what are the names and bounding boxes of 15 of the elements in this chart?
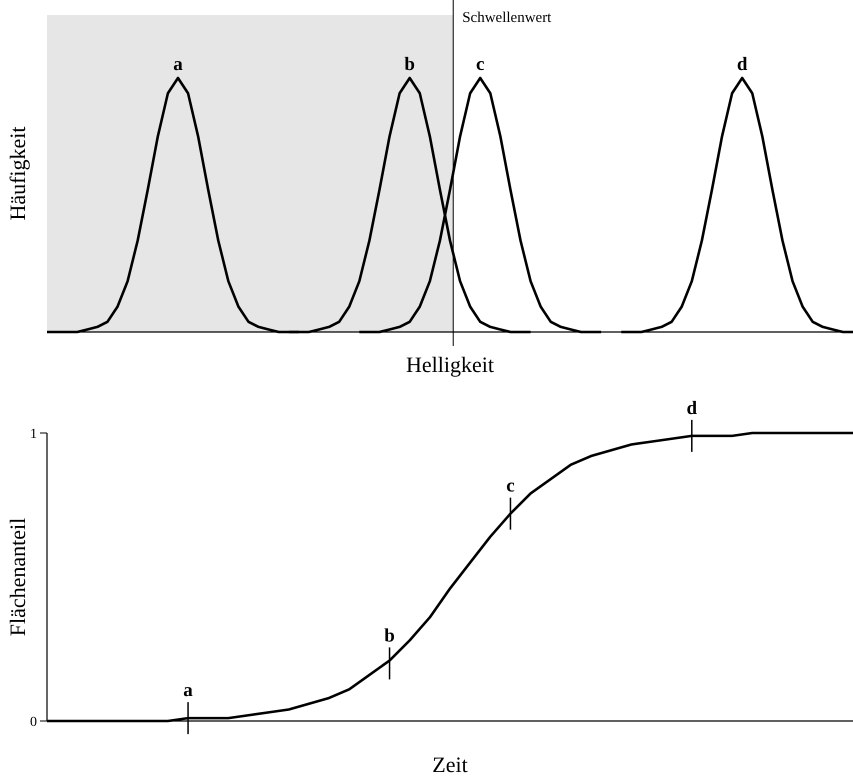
- text: Schwellenwert: [462, 10, 552, 26]
- annotation: d: [686, 398, 698, 419]
- y-tick-label: 0: [30, 714, 37, 730]
- x-axis-title: Helligkeit: [406, 352, 494, 377]
- x-axis-title: Zeit: [432, 752, 468, 777]
- y-tick-label: 1: [30, 426, 37, 442]
- annotation: a: [183, 680, 194, 702]
- annotation: b: [404, 54, 415, 75]
- annotation: d: [736, 54, 748, 75]
- y-axis-title: Häufigkeit: [5, 126, 30, 221]
- annotation: c: [476, 54, 484, 75]
- y-axis-title: Flächenanteil: [5, 518, 30, 636]
- annotation: b: [384, 625, 395, 646]
- annotation: a: [173, 54, 184, 75]
- annotation: c: [506, 476, 515, 497]
